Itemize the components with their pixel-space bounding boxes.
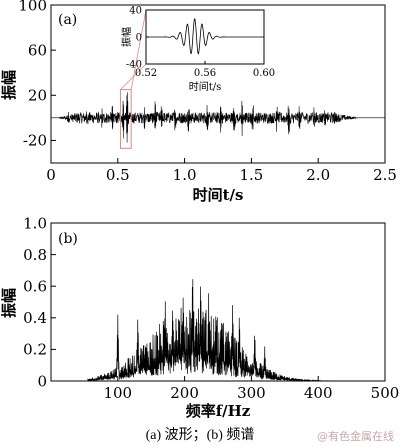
inset-y-tick-label: 0 <box>136 33 142 44</box>
inset-y-tick-label: -40 <box>126 60 142 71</box>
waveform-y-tick-label: 20 <box>28 87 47 105</box>
waveform-panel-label: (a) <box>58 12 77 28</box>
waveform-y-axis-label: 振幅 <box>0 70 18 100</box>
waveform-y-tick-label: 100 <box>18 0 47 14</box>
zoom-inset: 0.52 0.56 0.60 40 0 -40 振幅 时间t/s <box>120 6 275 94</box>
waveform-x-axis-label: 时间t/s <box>193 186 244 204</box>
spectrum-y-tick-label: 0.6 <box>23 277 47 295</box>
spectrum-panel-label: (b) <box>58 231 78 247</box>
spectrum-y-tick-label: 0.8 <box>23 246 47 264</box>
waveform-x-tick-label: 1.0 <box>173 166 197 184</box>
spectrum-plot-frame <box>50 222 386 382</box>
spectrum-x-tick-label: 100 <box>103 384 132 402</box>
zoom-connector <box>130 9 147 90</box>
spectrum-x-axis-label: 频率f/Hz <box>186 402 251 420</box>
waveform-x-tick-label: 2.5 <box>373 166 397 184</box>
watermark: @有色金属在线 <box>317 430 394 443</box>
inset-x-axis-label: 时间t/s <box>189 80 222 93</box>
spectrum-x-tick-label: 400 <box>304 384 333 402</box>
waveform-x-tick-label: 0.5 <box>106 166 130 184</box>
spectrum-panel: 100 200 300 400 500 0 0.2 0.4 0.6 0.8 1.0 (b) 振幅 频… <box>0 214 399 420</box>
waveform-y-tick-label: 60 <box>28 41 47 59</box>
waveform-x-tick-label: 1.5 <box>239 166 263 184</box>
spectrum-y-tick-label: 0 <box>37 372 47 390</box>
inset-x-tick-label: 0.52 <box>135 68 157 79</box>
spectrum-y-axis-label: 振幅 <box>0 288 18 318</box>
figure-caption: (a) 波形；(b) 频谱 <box>145 428 255 443</box>
inset-y-tick-label: 40 <box>129 6 142 17</box>
spectrum-y-tick-label: 0.4 <box>23 309 47 327</box>
spectrum-y-tick-label: 1.0 <box>23 214 47 232</box>
spectrum-y-tick-label: 0.2 <box>23 341 47 359</box>
waveform-x-tick-label: 0 <box>46 166 56 184</box>
inset-waveform-line <box>146 17 264 55</box>
spectrum-x-tick-label: 200 <box>170 384 199 402</box>
waveform-plot-frame <box>50 4 386 164</box>
waveform-y-tick-label: -20 <box>23 132 47 150</box>
waveform-x-tick-label: 2.0 <box>306 166 330 184</box>
inset-axis-ticks: 0.52 0.56 0.60 40 0 -40 <box>126 6 275 80</box>
spectrum-axis-ticks: 100 200 300 400 500 0 0.2 0.4 0.6 0.8 1.0 <box>23 214 399 402</box>
spectrum-x-tick-label: 300 <box>237 384 266 402</box>
highlight-box <box>119 89 132 149</box>
inset-y-axis-label: 振幅 <box>120 27 133 47</box>
waveform-line <box>51 92 385 143</box>
spectrum-x-tick-label: 500 <box>371 384 400 402</box>
spectrum-line <box>87 279 369 383</box>
waveform-axis-ticks: 0 0.5 1.0 1.5 2.0 2.5 100 60 20 -20 <box>18 0 397 184</box>
inset-x-tick-label: 0.60 <box>253 68 275 79</box>
inset-x-tick-label: 0.56 <box>194 68 216 79</box>
